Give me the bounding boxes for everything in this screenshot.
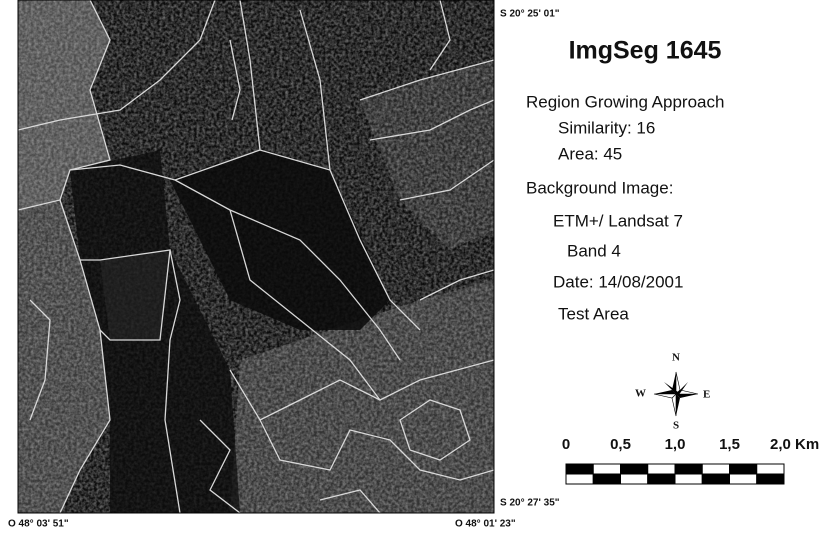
scale-segment bbox=[702, 464, 729, 474]
legend-text: Test Area bbox=[558, 304, 629, 323]
compass-rose bbox=[654, 372, 698, 416]
legend-text: Background Image: bbox=[526, 178, 673, 197]
scale-segment bbox=[566, 474, 593, 484]
compass-label: N bbox=[672, 352, 680, 364]
coordinate-label: O 48° 01' 23" bbox=[455, 519, 516, 530]
scale-segment bbox=[648, 474, 675, 484]
scale-segment bbox=[730, 464, 757, 474]
scale-bar: 0 0,5 1,0 1,5 2,0 Km bbox=[562, 436, 819, 484]
compass-label: E bbox=[703, 389, 710, 401]
scale-segment bbox=[757, 474, 784, 484]
scale-segment bbox=[593, 464, 620, 474]
scale-label: 1,0 bbox=[665, 436, 686, 453]
scale-segment bbox=[648, 464, 675, 474]
scale-segment bbox=[730, 474, 757, 484]
map-title: ImgSeg 1645 bbox=[569, 37, 722, 65]
compass-label: S bbox=[673, 420, 679, 432]
legend-text: Similarity: 16 bbox=[558, 118, 655, 137]
scale-segment bbox=[675, 464, 702, 474]
scale-segment bbox=[757, 464, 784, 474]
coordinate-label: S 20° 25' 01" bbox=[500, 9, 560, 20]
satellite-image bbox=[18, 0, 494, 513]
legend-text: Region Growing Approach bbox=[526, 92, 724, 111]
scale-segment bbox=[621, 474, 648, 484]
legend-text: Area: 45 bbox=[558, 144, 622, 163]
coordinate-label: S 20° 27' 35" bbox=[500, 498, 560, 509]
coordinate-label: O 48° 03' 51" bbox=[8, 519, 69, 530]
scale-label: 0,5 bbox=[610, 436, 631, 453]
scale-segment bbox=[621, 464, 648, 474]
legend-text: Band 4 bbox=[567, 241, 621, 260]
page: {"map": {"title": "ImgSeg 1645", "coordi… bbox=[0, 0, 825, 533]
scale-segment bbox=[593, 474, 620, 484]
legend-text: ETM+/ Landsat 7 bbox=[553, 211, 683, 230]
scale-label: 2,0 Km bbox=[770, 436, 819, 453]
scale-label: 1,5 bbox=[719, 436, 740, 453]
scale-segment bbox=[675, 474, 702, 484]
figure: S 20° 25' 01" S 20° 27' 35" O 48° 03' 51… bbox=[0, 0, 825, 533]
scale-segment bbox=[566, 464, 593, 474]
scale-segment bbox=[702, 474, 729, 484]
scale-label: 0 bbox=[562, 436, 570, 453]
compass-label: W bbox=[635, 388, 646, 400]
legend-text: Date: 14/08/2001 bbox=[553, 272, 683, 291]
